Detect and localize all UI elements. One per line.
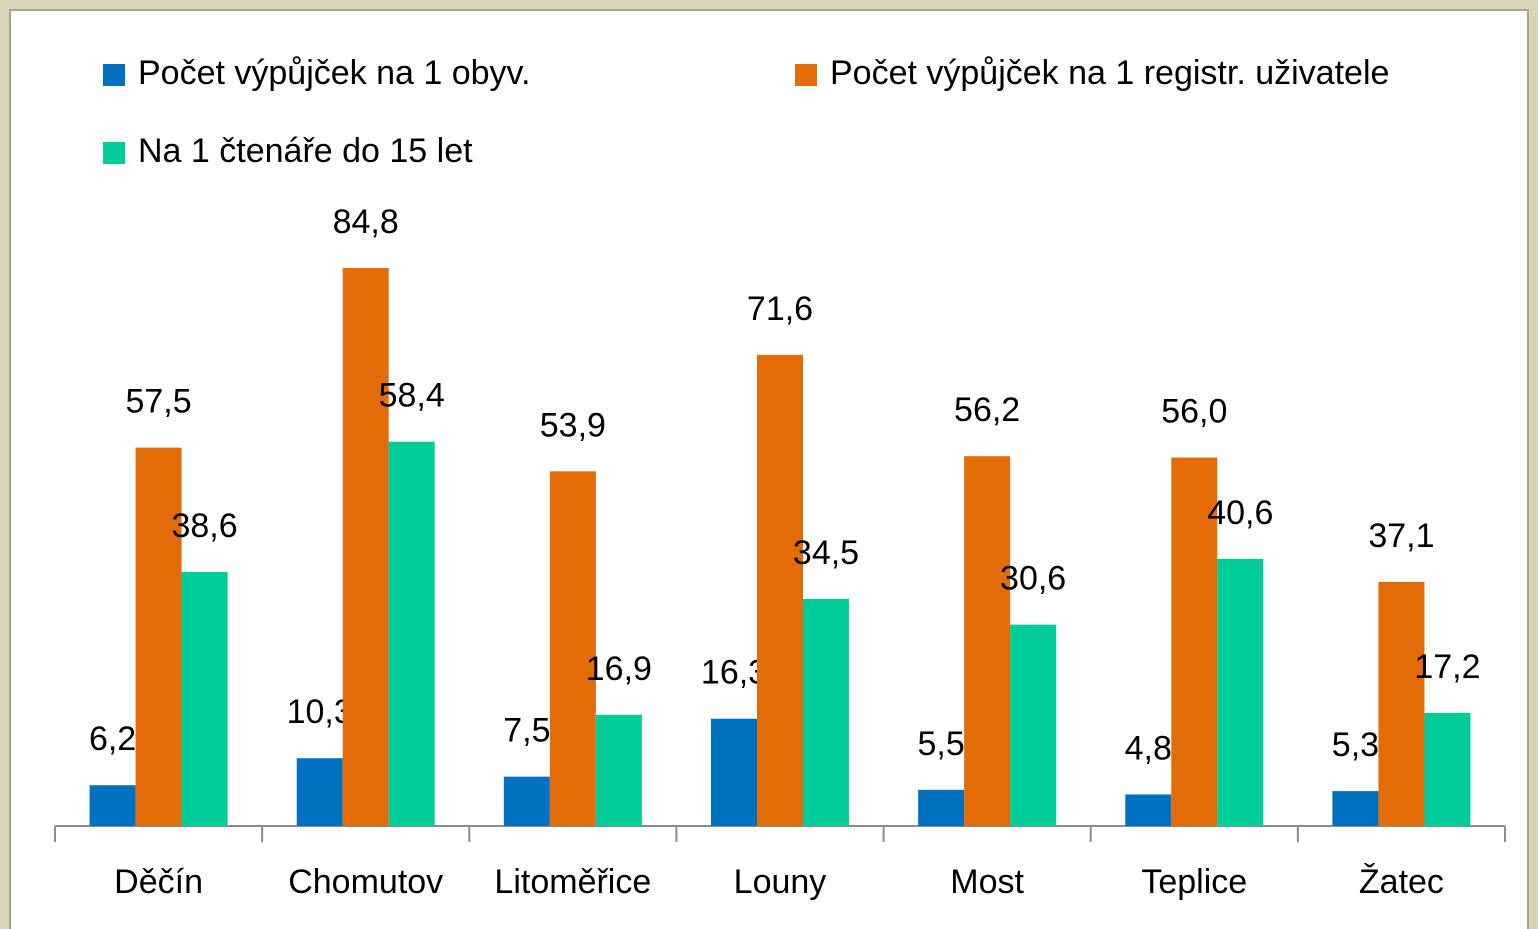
value-label: 10,3 bbox=[287, 693, 353, 731]
bar bbox=[1171, 457, 1218, 826]
bar bbox=[135, 447, 182, 826]
bar bbox=[711, 718, 757, 826]
value-label: 40,6 bbox=[1207, 494, 1273, 532]
bar bbox=[342, 268, 389, 826]
bar bbox=[1424, 712, 1471, 826]
value-label: 71,6 bbox=[747, 290, 813, 328]
legend-label: Počet výpůjček na 1 registr. uživatele bbox=[830, 54, 1389, 92]
bar bbox=[1125, 794, 1172, 826]
value-label: 7,5 bbox=[503, 712, 550, 750]
value-label: 56,2 bbox=[954, 391, 1020, 429]
x-tick-label: Teplice bbox=[1141, 863, 1247, 901]
bar bbox=[757, 354, 803, 826]
legend-swatch bbox=[103, 64, 125, 86]
x-tick-label: Louny bbox=[734, 863, 827, 901]
value-label: 16,9 bbox=[586, 650, 652, 688]
bar bbox=[1378, 581, 1425, 826]
value-label: 30,6 bbox=[1000, 560, 1066, 598]
bar bbox=[296, 758, 343, 826]
legend-label: Na 1 čtenáře do 15 let bbox=[138, 132, 473, 170]
bar bbox=[595, 714, 642, 826]
x-tick-label: Chomutov bbox=[288, 863, 443, 901]
legend-swatch bbox=[795, 64, 817, 86]
value-label: 6,2 bbox=[89, 720, 136, 758]
bar bbox=[964, 456, 1011, 826]
x-tick-label: Litoměřice bbox=[494, 863, 651, 901]
bar bbox=[918, 789, 965, 826]
value-label: 37,1 bbox=[1368, 517, 1434, 555]
value-label: 5,5 bbox=[918, 725, 965, 763]
bar bbox=[549, 471, 596, 826]
bar bbox=[1332, 791, 1379, 826]
bar bbox=[503, 776, 550, 826]
legend-label: Počet výpůjček na 1 obyv. bbox=[138, 54, 530, 92]
x-tick-label: Žatec bbox=[1359, 863, 1444, 901]
value-label: 84,8 bbox=[333, 203, 399, 241]
bar bbox=[1217, 558, 1264, 826]
value-label: 38,6 bbox=[171, 507, 237, 545]
value-label: 17,2 bbox=[1414, 648, 1480, 686]
value-label: 16,3 bbox=[701, 654, 767, 692]
value-label: 56,0 bbox=[1161, 392, 1227, 430]
value-label: 5,3 bbox=[1332, 726, 1379, 764]
x-tick-label: Most bbox=[950, 863, 1024, 901]
bar bbox=[803, 598, 849, 826]
bar bbox=[388, 441, 435, 826]
value-label: 53,9 bbox=[540, 406, 606, 444]
legend-swatch bbox=[103, 142, 125, 164]
x-tick-label: Děčín bbox=[114, 863, 203, 901]
value-label: 34,5 bbox=[793, 534, 859, 572]
value-label: 57,5 bbox=[125, 383, 191, 421]
bar bbox=[181, 572, 228, 826]
value-label: 58,4 bbox=[379, 377, 445, 415]
bar bbox=[89, 785, 136, 826]
bar bbox=[1010, 624, 1057, 826]
value-label: 4,8 bbox=[1125, 729, 1172, 767]
